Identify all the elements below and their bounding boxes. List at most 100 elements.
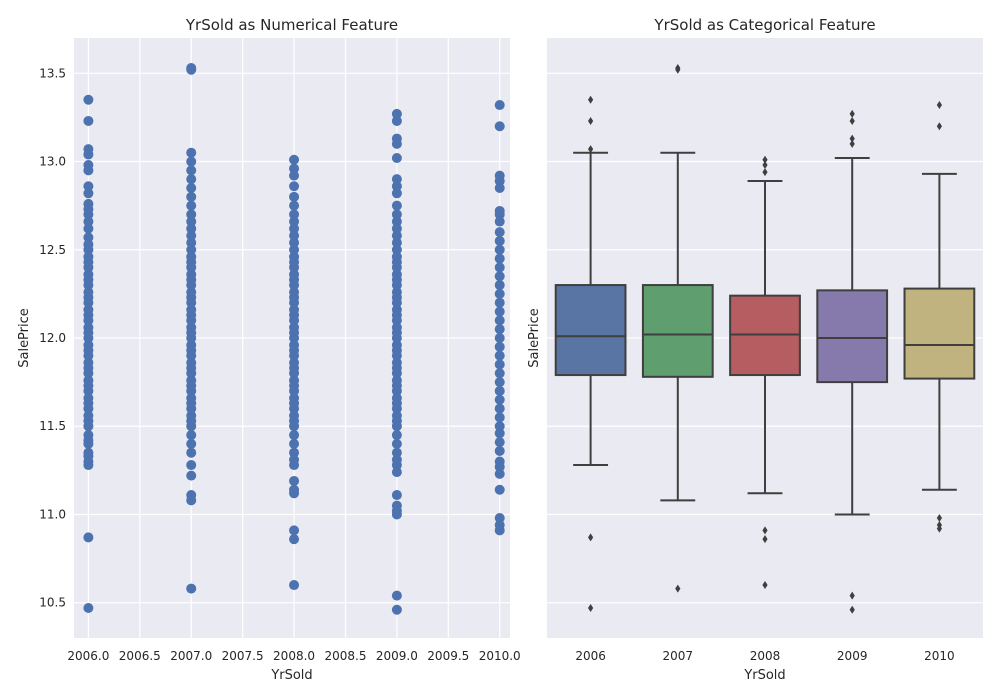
right-x-tick-label: 2009 <box>837 649 868 663</box>
outlier-marker <box>588 116 594 125</box>
scatter-point <box>83 115 94 126</box>
scatter-point <box>83 410 94 421</box>
scatter-point <box>391 244 402 255</box>
scatter-point <box>186 191 197 202</box>
left-chart-title: YrSold as Numerical Feature <box>185 16 398 34</box>
box-body <box>816 289 889 384</box>
scatter-point <box>391 357 402 368</box>
outlier-marker <box>849 116 855 125</box>
box-body <box>641 284 714 378</box>
scatter-point <box>391 490 402 501</box>
scatter-point <box>391 393 402 403</box>
scatter-point <box>83 223 94 234</box>
scatter-point <box>289 534 300 545</box>
scatter-point <box>186 174 197 185</box>
scatter-point <box>494 341 505 352</box>
scatter-point <box>289 154 300 165</box>
scatter-point <box>83 603 94 613</box>
scatter-point <box>83 304 94 315</box>
scatter-point <box>494 271 505 282</box>
outlier-marker <box>936 524 942 533</box>
scatter-point <box>391 237 402 248</box>
scatter-point <box>494 183 505 193</box>
scatter-point <box>186 269 197 280</box>
scatter-point <box>494 520 505 531</box>
scatter-point <box>494 306 505 317</box>
scatter-point <box>391 188 402 199</box>
scatter-point <box>391 181 402 192</box>
scatter-point <box>289 475 300 486</box>
outlier-marker <box>936 101 942 110</box>
left-x-axis-label: YrSold <box>270 668 312 683</box>
scatter-point <box>289 200 300 211</box>
scatter-point <box>289 340 300 351</box>
scatter-point <box>494 456 505 467</box>
scatter-point <box>391 410 402 421</box>
scatter-point <box>289 393 300 403</box>
scatter-point <box>494 513 505 523</box>
scatter-point <box>186 183 197 193</box>
scatter-point <box>186 209 197 220</box>
scatter-point <box>186 438 197 449</box>
box-2010 <box>903 101 976 533</box>
scatter-point <box>494 412 505 423</box>
scatter-point <box>494 205 505 216</box>
left-y-tick-label: 12.5 <box>39 243 66 257</box>
outlier-marker <box>588 145 594 154</box>
scatter-point <box>391 375 402 386</box>
scatter-point <box>289 304 300 315</box>
right-panel: 2006 2007 2008 2009 2010 YrSold as Categoric… <box>527 16 983 683</box>
scatter-point <box>391 467 402 478</box>
scatter-point <box>186 410 197 421</box>
scatter-point <box>186 447 197 458</box>
left-y-tick-label: 12.0 <box>39 331 66 345</box>
scatter-point <box>391 454 402 465</box>
scatter-point <box>186 156 197 167</box>
scatter-point <box>186 490 197 501</box>
scatter-point <box>83 239 94 250</box>
scatter-point <box>494 428 505 439</box>
outlier-marker <box>762 526 768 535</box>
scatter-point <box>289 484 300 495</box>
scatter-point <box>186 63 197 73</box>
scatter-point <box>289 170 300 181</box>
scatter-point <box>494 100 505 111</box>
scatter-point <box>83 447 94 458</box>
scatter-point <box>494 253 505 264</box>
scatter-point <box>494 394 505 405</box>
outlier-marker <box>849 605 855 614</box>
scatter-point <box>391 590 402 601</box>
scatter-point <box>494 216 505 227</box>
outlier-marker <box>588 533 594 542</box>
scatter-point <box>186 430 197 441</box>
outlier-marker <box>762 535 768 544</box>
left-y-axis-label: SalePrice <box>17 308 32 368</box>
outlier-marker <box>675 65 681 74</box>
scatter-point <box>186 340 197 351</box>
outlier-marker <box>936 514 942 522</box>
scatter-point <box>83 532 94 543</box>
scatter-point <box>391 322 402 333</box>
scatter-point <box>83 188 94 199</box>
scatter-point <box>494 403 505 414</box>
right-x-tick-label: 2006 <box>575 649 606 663</box>
scatter-point <box>83 322 94 333</box>
scatter-point <box>494 121 505 132</box>
scatter-point <box>186 165 197 176</box>
scatter-point <box>494 315 505 326</box>
scatter-point <box>83 198 94 209</box>
scatter-point <box>83 393 94 403</box>
scatter-point <box>494 170 505 181</box>
box-2009 <box>816 109 889 614</box>
scatter-point <box>289 181 300 192</box>
outlier-marker <box>849 591 855 600</box>
left-x-tick-label: 2008.0 <box>273 649 315 663</box>
left-y-tick-label: 13.5 <box>39 66 66 80</box>
right-chart-title: YrSold as Categorical Feature <box>653 16 875 34</box>
scatter-point <box>186 216 197 227</box>
outlier-marker <box>849 134 855 143</box>
scatter-point <box>391 269 402 280</box>
left-y-tick-label: 11.5 <box>39 419 66 433</box>
scatter-point <box>186 470 197 481</box>
outlier-marker <box>588 604 594 612</box>
